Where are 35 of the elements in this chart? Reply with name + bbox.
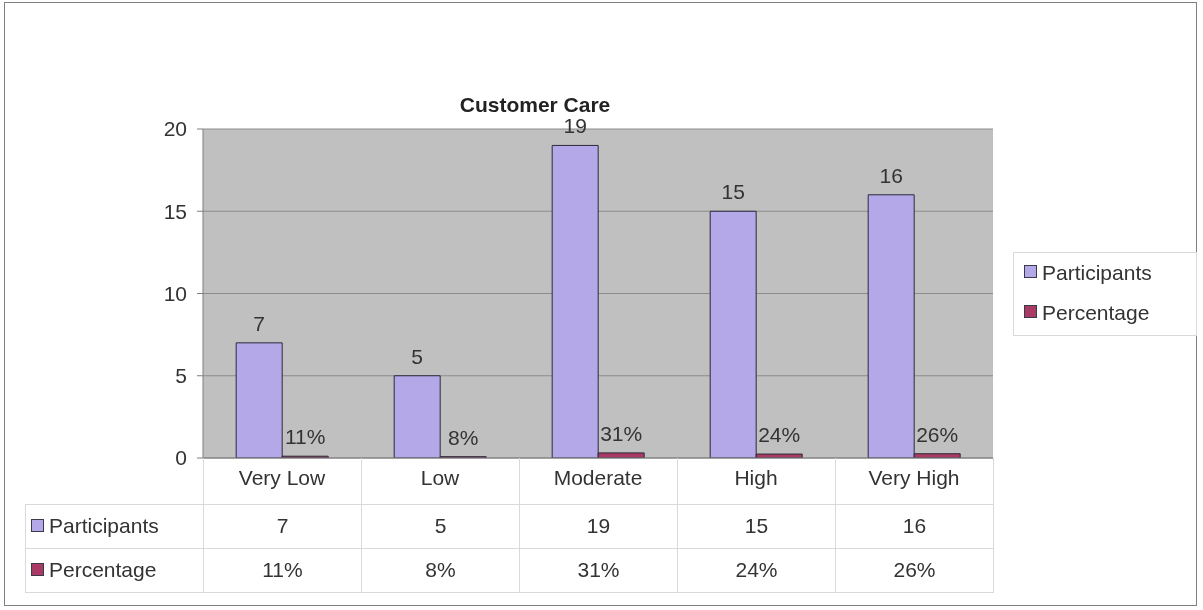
y-tick-label: 0 bbox=[175, 446, 187, 470]
data-label: 19 bbox=[519, 504, 678, 548]
data-label: 16 bbox=[835, 504, 994, 548]
text: Percentage bbox=[49, 558, 157, 581]
chart-title: Customer Care bbox=[458, 93, 612, 117]
y-tick-label: 10 bbox=[163, 281, 187, 305]
data-label: 7 bbox=[203, 504, 362, 548]
y-tick-label: 5 bbox=[175, 364, 187, 388]
text: 7 bbox=[253, 311, 266, 335]
legend-label: Percentage bbox=[1042, 300, 1150, 324]
data-label: 11% bbox=[203, 548, 362, 592]
y-tick-label: 20 bbox=[163, 117, 187, 141]
text: 15 bbox=[721, 180, 745, 204]
text: 16 bbox=[879, 163, 903, 187]
text: Participants bbox=[1042, 260, 1152, 284]
x-tick-label: Low bbox=[420, 465, 461, 489]
x-tick-label: Very Low bbox=[238, 465, 327, 489]
data-label: 26% bbox=[835, 548, 994, 592]
text: 11% bbox=[284, 425, 326, 449]
x-tick-label: High bbox=[734, 465, 778, 489]
data-label: 24% bbox=[677, 548, 836, 592]
text: 19 bbox=[563, 114, 587, 138]
text: 31% bbox=[600, 421, 643, 445]
x-tick-label: Moderate bbox=[553, 465, 643, 489]
text: 5 bbox=[411, 344, 424, 368]
legend-label: Participants bbox=[49, 514, 159, 537]
data-label: 31% bbox=[519, 548, 678, 592]
data-label: 5 bbox=[361, 504, 520, 548]
x-tick-label: Very High bbox=[868, 465, 960, 489]
text: 24% bbox=[758, 423, 801, 447]
data-label: 15 bbox=[677, 504, 836, 548]
text: 26% bbox=[916, 422, 959, 446]
text: 8% bbox=[448, 425, 479, 449]
data-label: 8% bbox=[361, 548, 520, 592]
y-tick-label: 15 bbox=[163, 199, 187, 223]
